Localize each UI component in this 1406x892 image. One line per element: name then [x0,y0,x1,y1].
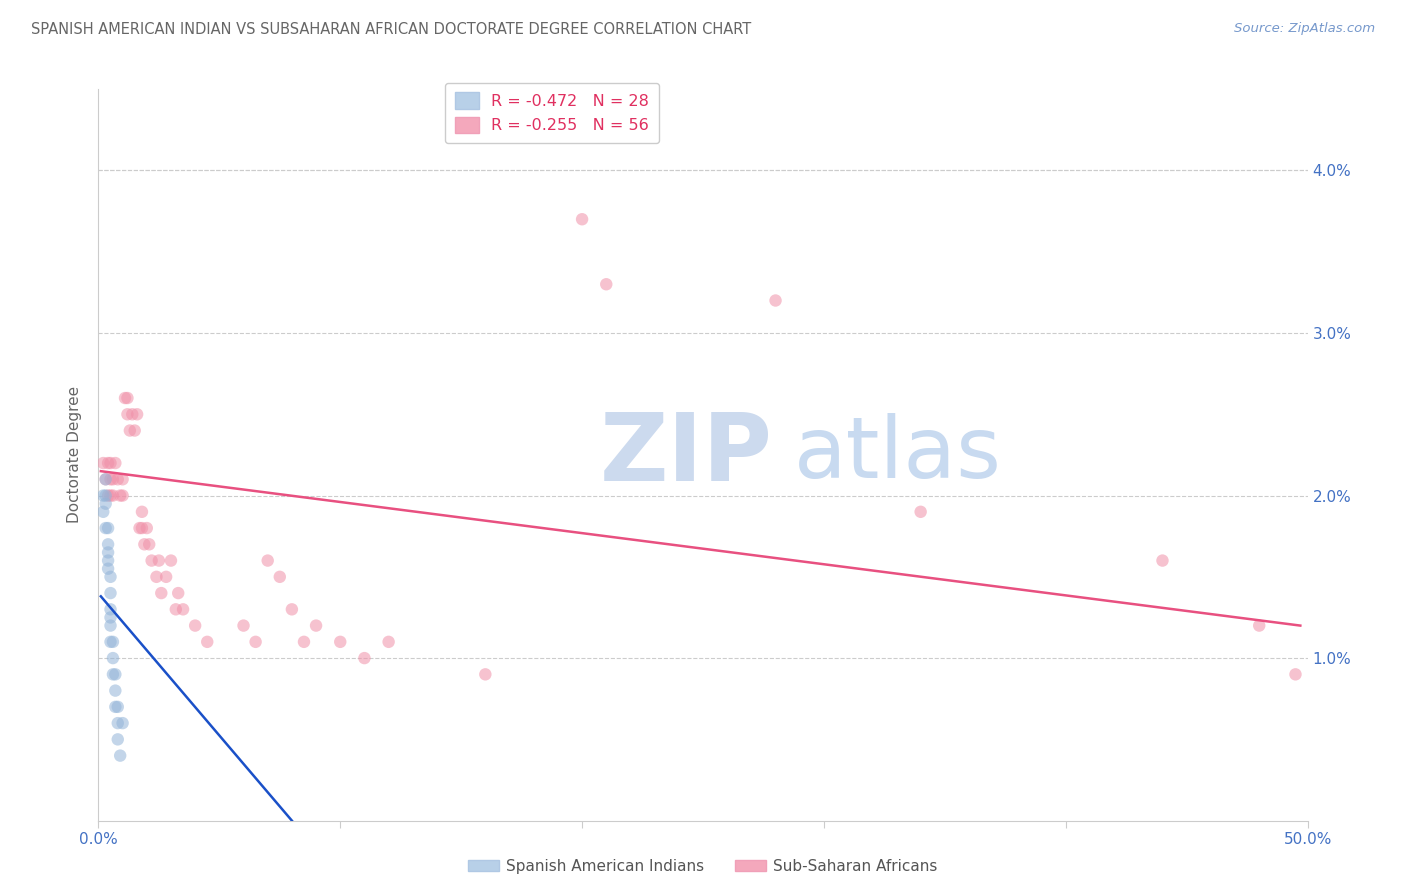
Point [184,618,207,632]
Point [128,521,150,535]
Point [160,553,183,567]
Point [595,277,617,292]
Point [100,570,122,584]
Legend: R = -0.472   N = 28, R = -0.255   N = 56: R = -0.472 N = 28, R = -0.255 N = 56 [444,83,659,143]
Point [135,521,157,535]
Point [91,505,114,519]
Point [101,635,124,649]
Y-axis label: Doctorate Degree: Doctorate Degree [67,386,83,524]
Text: Source: ZipAtlas.com: Source: ZipAtlas.com [1234,22,1375,36]
Point [97,537,120,551]
Point [195,635,218,649]
Point [100,586,122,600]
Point [100,618,122,632]
Point [131,505,153,519]
Point [94,489,117,503]
Text: atlas: atlas [793,413,1001,497]
Point [117,391,139,405]
Point [1284,667,1306,681]
Point [138,537,160,551]
Point [167,586,190,600]
Point [377,635,399,649]
Point [101,489,124,503]
Point [91,489,114,503]
Point [155,570,177,584]
Point [1152,553,1174,567]
Point [165,602,187,616]
Point [100,456,122,470]
Point [94,472,117,486]
Point [111,472,134,486]
Point [108,748,131,763]
Point [124,424,146,438]
Point [114,391,136,405]
Point [292,635,315,649]
Point [141,553,163,567]
Point [571,212,593,227]
Point [91,456,114,470]
Point [100,472,122,486]
Point [101,651,124,665]
Point [104,683,127,698]
Point [97,553,120,567]
Point [97,456,120,470]
Point [100,635,122,649]
Point [107,472,129,486]
Point [111,489,134,503]
Point [101,472,124,486]
Point [1249,618,1271,632]
Point [100,489,122,503]
Point [97,521,120,535]
Point [97,545,120,559]
Point [97,562,120,576]
Point [305,618,328,632]
Point [150,586,173,600]
Point [121,407,143,421]
Point [353,651,375,665]
Point [172,602,194,616]
Point [131,521,153,535]
Point [101,667,124,681]
Point [94,521,117,535]
Point [104,456,127,470]
Point [134,537,156,551]
Point [107,699,129,714]
Point [145,570,167,584]
Text: ZIP: ZIP [600,409,773,501]
Text: SPANISH AMERICAN INDIAN VS SUBSAHARAN AFRICAN DOCTORATE DEGREE CORRELATION CHART: SPANISH AMERICAN INDIAN VS SUBSAHARAN AF… [31,22,751,37]
Point [111,716,134,731]
Point [108,489,131,503]
Point [100,610,122,624]
Point [765,293,787,308]
Point [107,732,129,747]
Point [245,635,267,649]
Point [127,407,149,421]
Point [107,716,129,731]
Point [148,553,170,567]
Point [329,635,352,649]
Point [474,667,496,681]
Point [256,553,278,567]
Point [281,602,304,616]
Point [117,407,139,421]
Point [910,505,932,519]
Point [100,602,122,616]
Point [94,497,117,511]
Point [118,424,141,438]
Point [104,699,127,714]
Legend: Spanish American Indians, Sub-Saharan Africans: Spanish American Indians, Sub-Saharan Af… [463,853,943,880]
Point [104,667,127,681]
Point [97,489,120,503]
Point [269,570,291,584]
Point [94,472,117,486]
Point [232,618,254,632]
